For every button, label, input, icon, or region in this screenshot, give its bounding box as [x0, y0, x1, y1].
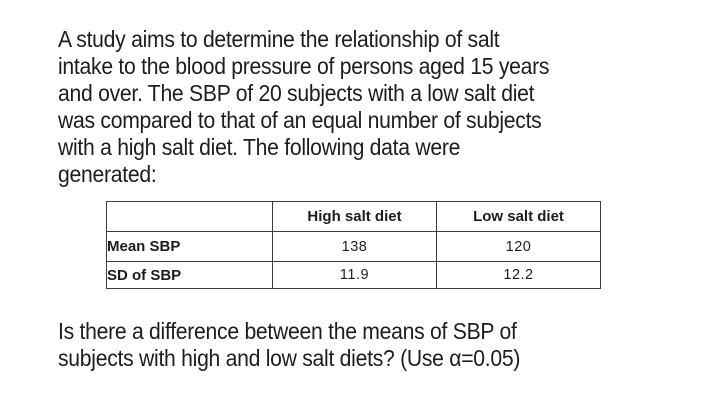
- cell-mean-sbp-high: 138: [272, 231, 437, 262]
- row-label-mean-sbp: Mean SBP: [106, 231, 273, 262]
- cell-mean-sbp-low: 120: [436, 231, 601, 262]
- header-empty-cell: [106, 201, 273, 232]
- problem-statement: A study aims to determine the relationsh…: [58, 26, 550, 187]
- question-text: Is there a difference between the means …: [58, 318, 521, 371]
- cell-sd-sbp-low: 12.2: [436, 261, 601, 289]
- table-header-row: High salt diet Low salt diet: [106, 201, 601, 232]
- data-table: High salt diet Low salt diet Mean SBP 13…: [106, 201, 601, 289]
- header-high-salt-diet: High salt diet: [272, 201, 437, 232]
- data-table-container: High salt diet Low salt diet Mean SBP 13…: [106, 201, 601, 289]
- header-low-salt-diet: Low salt diet: [436, 201, 601, 232]
- table-row-mean-sbp: Mean SBP 138 120: [106, 231, 601, 262]
- row-label-sd-sbp: SD of SBP: [106, 261, 273, 289]
- cell-sd-sbp-high: 11.9: [272, 261, 437, 289]
- table-row-sd-sbp: SD of SBP 11.9 12.2: [106, 261, 601, 289]
